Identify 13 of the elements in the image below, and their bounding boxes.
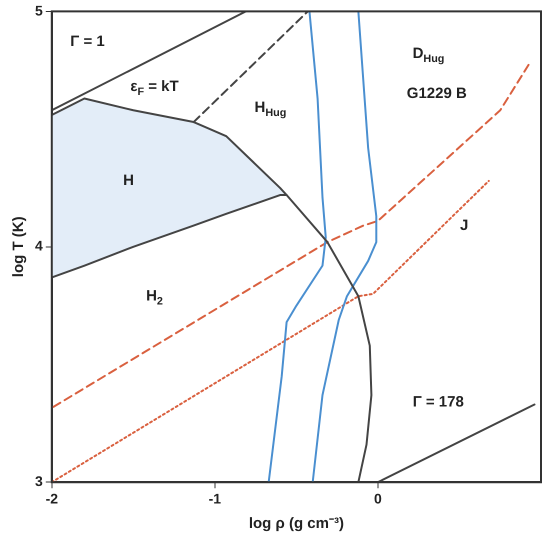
annotation: Γ = 178 [412, 393, 464, 410]
annotation: G1229 B [406, 84, 467, 102]
y-tick-label: 3 [34, 473, 43, 490]
x-tick-label: -1 [208, 490, 222, 506]
x-tick-label: -2 [46, 490, 58, 506]
annotation: Γ = 1 [70, 33, 105, 50]
annotation: J [460, 216, 468, 234]
y-tick-label: 4 [34, 238, 43, 254]
x-axis-title: log ρ (g cm⁻³) [248, 515, 344, 532]
y-tick-label: 5 [34, 2, 43, 18]
y-axis-title: log T (K) [10, 216, 28, 278]
annotation: H [123, 172, 134, 190]
x-tick-label: 0 [374, 490, 382, 506]
